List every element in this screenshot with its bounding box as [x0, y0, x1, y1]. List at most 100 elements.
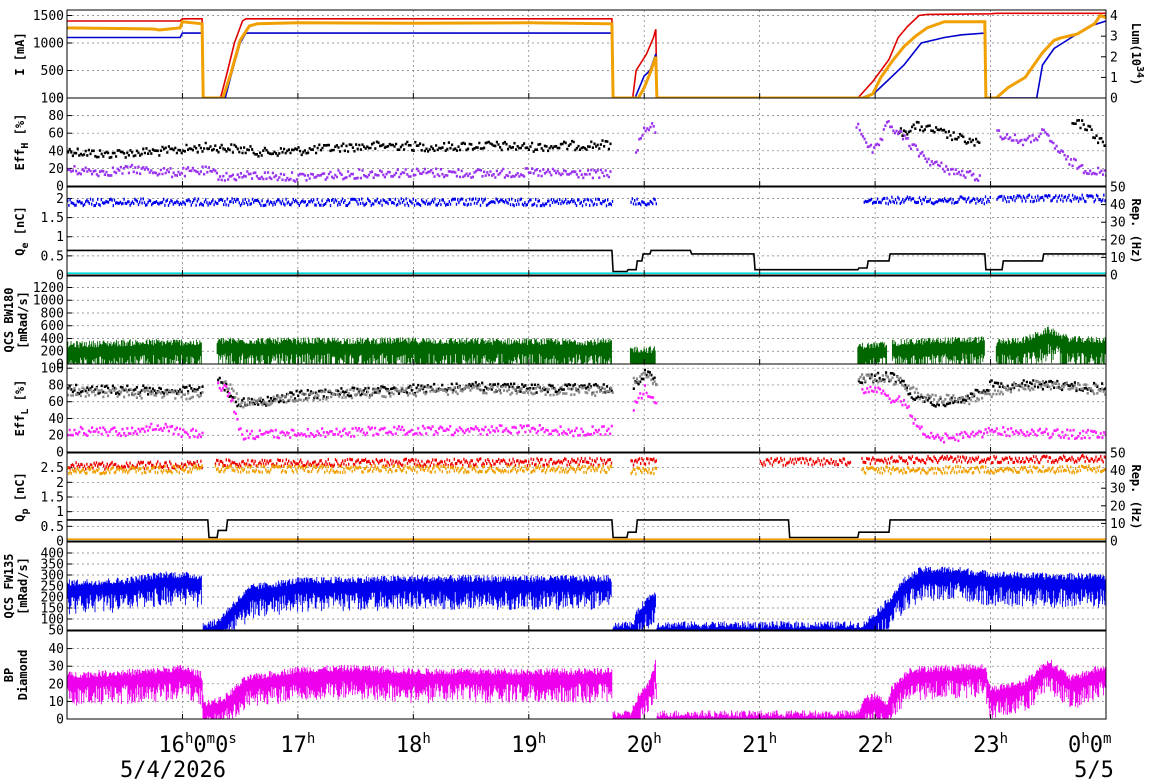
series-scatter: [67, 386, 204, 401]
y2-axis-label: Rep. (Hz): [1129, 198, 1143, 263]
y2-tick-label: 40: [1110, 198, 1126, 213]
series-scatter: [898, 120, 981, 147]
y-axis-label: QCS BW180: [2, 287, 16, 352]
series-band: [863, 195, 991, 206]
series-scatter: [635, 122, 657, 154]
series-line: [67, 13, 1106, 98]
y2-tick-label: 40: [1110, 464, 1126, 479]
y-tick-label: 0: [56, 180, 64, 195]
panel-frame: [66, 97, 1107, 187]
series-group: [67, 12, 1106, 98]
x-tick-label: 23h: [973, 731, 1008, 758]
series-noise: [656, 566, 1106, 630]
panel-frame: [66, 452, 1107, 542]
y-tick-label: 0: [56, 269, 64, 284]
y-tick-label: 1: [56, 505, 64, 520]
y-tick-label: 1.5: [41, 491, 64, 506]
y-tick-label: 2: [56, 192, 64, 207]
series-band: [630, 197, 657, 207]
panel-current: 0 500 1000 1500 0 1 2 3 4 I [mA] Lum(1034): [13, 9, 1145, 107]
series-band: [759, 456, 852, 467]
y-tick-label: 20: [48, 677, 64, 692]
series-group: [67, 368, 1106, 444]
series-band: [996, 193, 1106, 204]
date-label-start: 5/4/2026: [120, 758, 226, 782]
y-tick-label: 800: [41, 306, 64, 321]
y-tick-label: 600: [41, 319, 64, 334]
y-tick-label: 1200: [33, 281, 64, 296]
series-noise: [857, 341, 888, 364]
series-scatter: [857, 372, 1106, 406]
series-scatter: [67, 163, 612, 183]
series-noise: [67, 571, 202, 615]
series-noise: [202, 575, 612, 630]
series-band: [861, 464, 1106, 476]
x-tick-label: 16h0m0s: [158, 731, 236, 758]
y2-axis-label: Lum(1034): [1129, 23, 1145, 86]
series-noise: [891, 336, 985, 364]
series-scatter: [1071, 119, 1106, 147]
y2-tick-label: 10: [1110, 517, 1126, 532]
y-tick-label: 40: [48, 642, 64, 657]
y-axis-label: Qe [nC]: [13, 206, 31, 255]
series-group: [67, 326, 1106, 364]
y-tick-label: 50: [48, 624, 64, 639]
y-tick-label: 150: [41, 602, 64, 617]
y2-axis-label: Rep. (Hz): [1129, 464, 1143, 529]
series-noise: [67, 339, 202, 364]
series-group: [67, 193, 1106, 274]
y-tick-label: 20: [48, 429, 64, 444]
panel-frame: [66, 186, 1107, 276]
y-tick-label: 40: [48, 144, 64, 159]
series-group: [67, 119, 1106, 183]
series-group: [67, 659, 1106, 719]
x-tick-label: 22h: [858, 731, 893, 758]
series-line: [67, 12, 1106, 98]
y2-tick-label: 0: [1110, 269, 1118, 284]
y-tick-label: 100: [41, 362, 64, 377]
y2-tick-label: 30: [1110, 216, 1126, 231]
y-axis-label: Qp [nC]: [13, 472, 31, 521]
y-tick-label: 60: [48, 395, 64, 410]
y2-tick-label: 0: [1110, 92, 1118, 107]
series-scatter: [996, 128, 1106, 177]
y-tick-label: 60: [48, 127, 64, 142]
x-tick-label: 0h0m: [1068, 731, 1111, 758]
y-axis-label: BP: [2, 668, 16, 682]
y-tick-label: 1500: [33, 9, 64, 24]
y-tick-label: 0: [56, 92, 64, 107]
y-tick-label: 400: [41, 547, 64, 562]
series-scatter: [632, 368, 658, 390]
y-tick-label: 2: [56, 476, 64, 491]
series-scatter: [222, 380, 614, 409]
series-noise: [612, 592, 656, 630]
y-tick-label: 10: [48, 695, 64, 710]
y2-tick-label: 50: [1110, 181, 1126, 196]
y-tick-label: 80: [48, 378, 64, 393]
y-tick-label: 20: [48, 162, 64, 177]
series-band: [861, 454, 1106, 466]
series-band: [630, 457, 657, 467]
series-band: [67, 464, 203, 476]
panel-frame: [66, 630, 1107, 720]
series-group: [67, 566, 1106, 630]
y2-tick-label: 2: [1110, 50, 1118, 65]
y-tick-label: 300: [41, 569, 64, 584]
series-band: [214, 456, 613, 468]
y-tick-label: 0: [56, 358, 64, 373]
y-axis-label: I [mA]: [13, 32, 27, 75]
y-axis-unit-label: [mRad/s]: [16, 291, 30, 349]
y2-tick-label: 50: [1110, 447, 1126, 462]
y-axis-unit-label: Diamond: [16, 650, 30, 701]
y-tick-label: 100: [41, 92, 64, 107]
panel-bp-diamond: 0 10 20 30 40 BP Diamond: [2, 630, 1107, 728]
y-tick-label: 500: [41, 64, 64, 79]
y2-tick-label: 30: [1110, 482, 1126, 497]
series-line: [67, 249, 1106, 273]
y-tick-label: 30: [48, 660, 64, 675]
y-tick-label: 80: [48, 109, 64, 124]
y2-tick-label: 4: [1110, 9, 1118, 24]
y-tick-label: 200: [41, 591, 64, 606]
